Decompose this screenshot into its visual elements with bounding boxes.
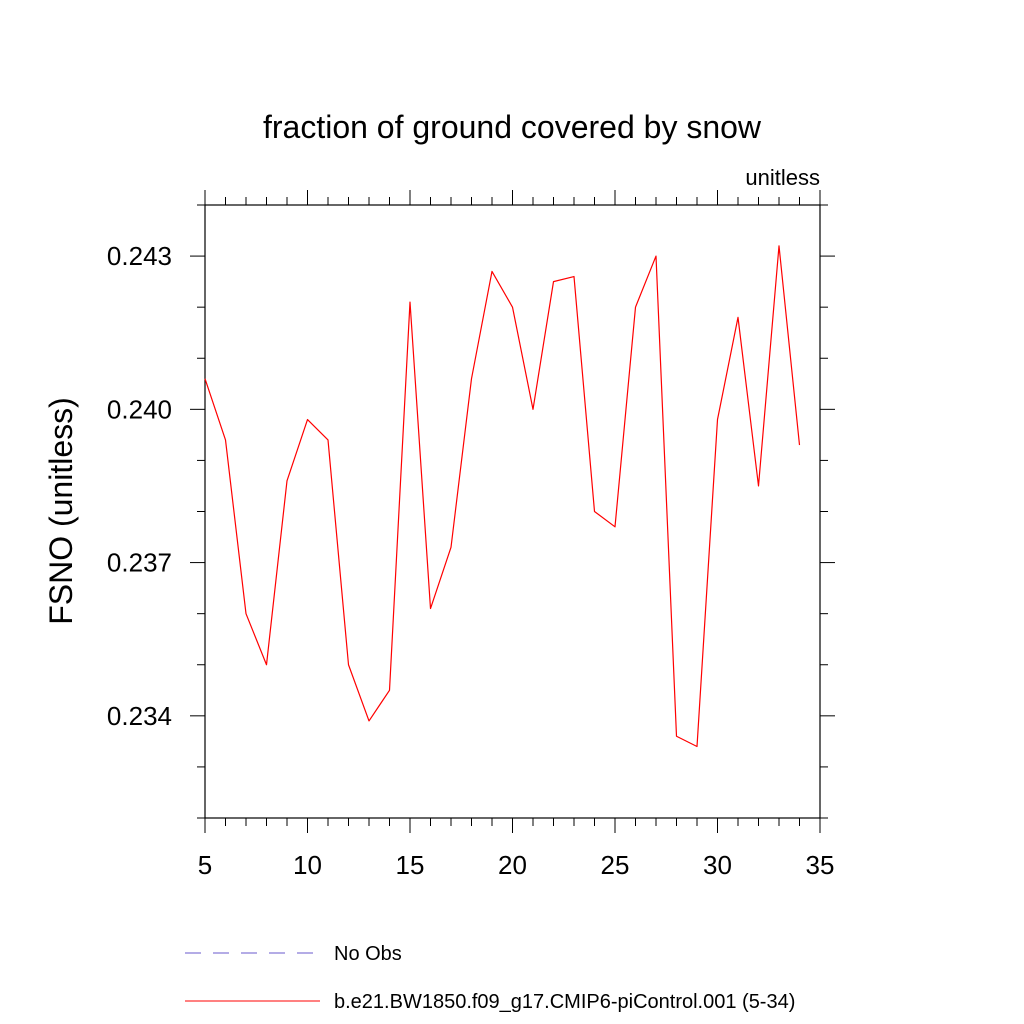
x-tick-label: 5 bbox=[198, 850, 212, 880]
x-tick-label: 35 bbox=[806, 850, 835, 880]
y-tick-label: 0.240 bbox=[107, 394, 172, 424]
y-tick-label: 0.234 bbox=[107, 701, 172, 731]
y-axis-label: FSNO (unitless) bbox=[43, 397, 79, 625]
series-line bbox=[204, 245, 801, 748]
x-tick-label: 10 bbox=[293, 850, 322, 880]
series-lines bbox=[204, 245, 801, 748]
units-label: unitless bbox=[745, 165, 820, 190]
y-tick-label: 0.243 bbox=[107, 241, 172, 271]
x-tick-label: 20 bbox=[498, 850, 527, 880]
axis-ticks bbox=[190, 190, 835, 833]
plot-frame bbox=[204, 204, 821, 819]
x-tick-label: 25 bbox=[601, 850, 630, 880]
y-tick-label: 0.237 bbox=[107, 548, 172, 578]
axis-tick-labels: 5 10 15 20 25 30 35 0.234 0.237 0.240 0.243 bbox=[107, 241, 835, 880]
legend: No Obs b.e21.BW1850.f09_g17.CMIP6-piContr… bbox=[185, 943, 795, 1013]
x-tick-label: 15 bbox=[396, 850, 425, 880]
legend-label: No Obs bbox=[334, 943, 402, 965]
chart-title: fraction of ground covered by snow bbox=[263, 109, 762, 145]
x-tick-label: 30 bbox=[703, 850, 732, 880]
legend-label: b.e21.BW1850.f09_g17.CMIP6-piControl.001… bbox=[334, 991, 795, 1013]
